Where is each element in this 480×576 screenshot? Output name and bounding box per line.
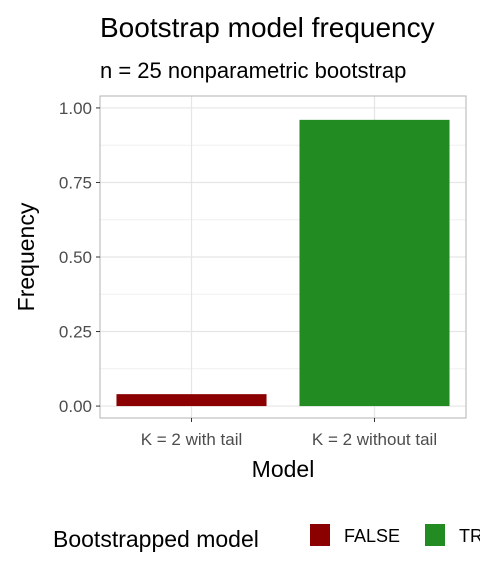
y-tick-label: 0.00 [59, 397, 92, 416]
x-tick-label: K = 2 without tail [312, 430, 437, 449]
bar [116, 394, 267, 407]
chart-subtitle: n = 25 nonparametric bootstrap [100, 58, 406, 83]
y-tick-label: 0.50 [59, 248, 92, 267]
y-axis-label: Frequency [13, 202, 39, 311]
chart-title: Bootstrap model frequency [100, 12, 435, 43]
bar [299, 119, 450, 407]
legend-swatch-false [310, 524, 330, 546]
y-tick-label: 0.75 [59, 173, 92, 192]
legend: Bootstrapped model FALSE TRUE [53, 524, 480, 552]
legend-title: Bootstrapped model [53, 526, 259, 552]
y-tick-label: 1.00 [59, 99, 92, 118]
y-tick-label: 0.25 [59, 323, 92, 342]
bars [116, 119, 450, 407]
x-axis-label: Model [252, 456, 315, 482]
legend-label-true: TRUE [459, 526, 480, 546]
x-tick-label: K = 2 with tail [141, 430, 243, 449]
legend-label-false: FALSE [344, 526, 400, 546]
legend-swatch-true [425, 524, 445, 546]
axis-ticks: 0.00 0.25 0.50 0.75 1.00 K = 2 with tail K = 2… [59, 99, 437, 449]
